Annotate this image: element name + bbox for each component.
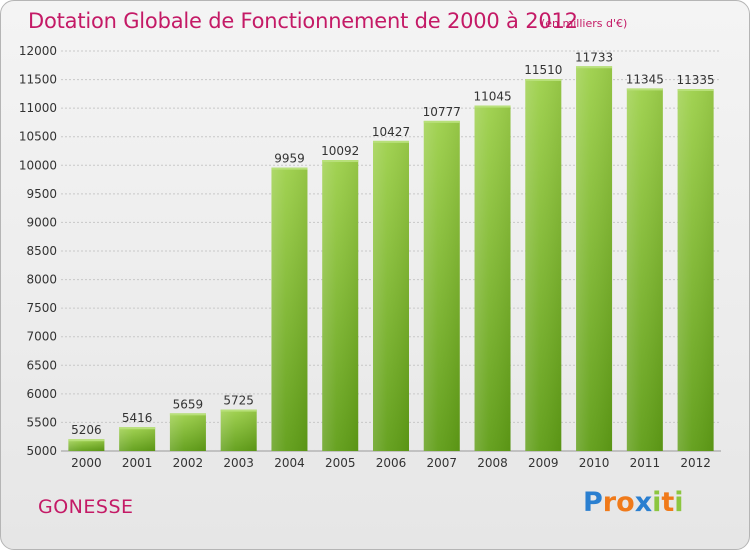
bar-2009	[525, 79, 562, 451]
x-tick-label: 2008	[477, 456, 508, 470]
bar-top-highlight	[322, 160, 359, 163]
bar-shading	[373, 140, 409, 451]
logo-letter: r	[602, 487, 617, 518]
y-axis-ticks: 5000 5500 6000 6500 7000 7500 8000 8500 9000 9500…	[19, 44, 57, 458]
bar-top-highlight	[169, 413, 206, 416]
bar-shading	[271, 167, 308, 451]
y-tick-label: 9500	[26, 187, 57, 201]
x-tick-label: 2009	[528, 456, 559, 470]
bar-value-label: 11733	[575, 50, 613, 64]
chart-title: Dotation Globale de Fonctionnement de 20…	[28, 9, 578, 33]
bar-2011	[626, 88, 663, 451]
bar-2004	[271, 167, 308, 451]
bar-top-highlight	[68, 439, 105, 442]
y-tick-label: 10000	[19, 158, 57, 172]
chart-subtitle: (en milliers d'€)	[541, 17, 628, 30]
bar-shading	[525, 79, 562, 451]
bar-top-highlight	[474, 105, 511, 108]
logo-letter: i	[674, 487, 684, 518]
x-tick-label: 2011	[630, 456, 661, 470]
bar-top-highlight	[525, 79, 562, 81]
y-tick-label: 9000	[26, 215, 57, 229]
bar-shading	[576, 66, 613, 451]
data-labels: 5206 5416 5659 5725 9959 10092 10427 10777 11045…	[71, 50, 715, 437]
bar-top-highlight	[423, 120, 460, 123]
y-tick-label: 12000	[19, 44, 57, 58]
bar-value-label: 10427	[372, 125, 410, 139]
bar-shading	[474, 105, 511, 452]
x-tick-label: 2010	[579, 456, 610, 470]
bar-shading	[119, 427, 156, 451]
y-tick-label: 5500	[26, 415, 57, 429]
bar-top-highlight	[220, 409, 257, 412]
bar-top-highlight	[576, 66, 613, 69]
x-axis-ticks: 2000 2001 2002 2003 2004 2005 2006 2007 2008 2009…	[71, 456, 711, 470]
x-tick-label: 2000	[71, 456, 102, 470]
bars	[68, 66, 714, 452]
y-tick-label: 6000	[26, 387, 57, 401]
bar-2012	[677, 89, 714, 451]
bar-value-label: 11045	[473, 90, 511, 104]
x-tick-label: 2004	[274, 456, 305, 470]
x-tick-label: 2006	[376, 456, 407, 470]
bar-2006	[373, 140, 409, 451]
bar-value-label: 10777	[423, 105, 461, 119]
bar-top-highlight	[271, 167, 308, 170]
bar-2003	[220, 409, 257, 451]
bar-value-label: 11335	[677, 73, 715, 87]
y-tick-label: 10500	[19, 130, 57, 144]
bar-2005	[322, 160, 359, 451]
x-tick-label: 2005	[325, 456, 356, 470]
bar-2007	[423, 120, 460, 451]
logo-letter: x	[634, 487, 653, 518]
y-tick-label: 8000	[26, 273, 57, 287]
bar-value-label: 10092	[321, 144, 359, 158]
x-tick-label: 2003	[223, 456, 254, 470]
y-tick-label: 11000	[19, 101, 57, 115]
bar-shading	[677, 89, 714, 451]
bar-shading	[169, 413, 206, 451]
city-name: GONESSE	[38, 496, 134, 518]
bar-value-label: 11510	[524, 63, 562, 77]
x-tick-label: 2012	[680, 456, 711, 470]
y-tick-label: 6500	[26, 358, 57, 372]
bar-2000	[68, 439, 105, 451]
bar-top-highlight	[373, 140, 409, 143]
y-tick-label: 5000	[26, 444, 57, 458]
x-tick-label: 2002	[173, 456, 204, 470]
logo-letter: t	[661, 487, 675, 518]
bar-shading	[423, 120, 460, 451]
bar-value-label: 5659	[173, 397, 204, 411]
bar-2002	[169, 413, 206, 451]
bar-shading	[626, 88, 663, 451]
y-tick-label: 8500	[26, 244, 57, 258]
x-tick-label: 2007	[426, 456, 457, 470]
bar-2001	[119, 427, 156, 451]
bar-top-highlight	[119, 427, 156, 430]
bar-value-label: 11345	[626, 72, 664, 86]
y-tick-label: 7500	[26, 301, 57, 315]
bar-shading	[220, 409, 257, 451]
logo-letter: i	[652, 487, 662, 518]
logo-letter: P	[583, 487, 603, 518]
bar-value-label: 9959	[274, 152, 305, 166]
bar-value-label: 5416	[122, 411, 153, 425]
bar-top-highlight	[677, 89, 714, 91]
bar-2010	[576, 66, 613, 451]
bar-2008	[474, 105, 511, 452]
logo-letter: o	[616, 487, 635, 518]
y-tick-label: 11500	[19, 73, 57, 87]
bar-shading	[322, 160, 359, 451]
bar-shading	[68, 439, 105, 451]
bar-value-label: 5206	[71, 423, 102, 437]
bar-top-highlight	[626, 88, 663, 91]
proxiti-logo: Proxiti	[583, 487, 684, 518]
x-tick-label: 2001	[122, 456, 153, 470]
bar-value-label: 5725	[223, 394, 254, 408]
y-tick-label: 7000	[26, 330, 57, 344]
